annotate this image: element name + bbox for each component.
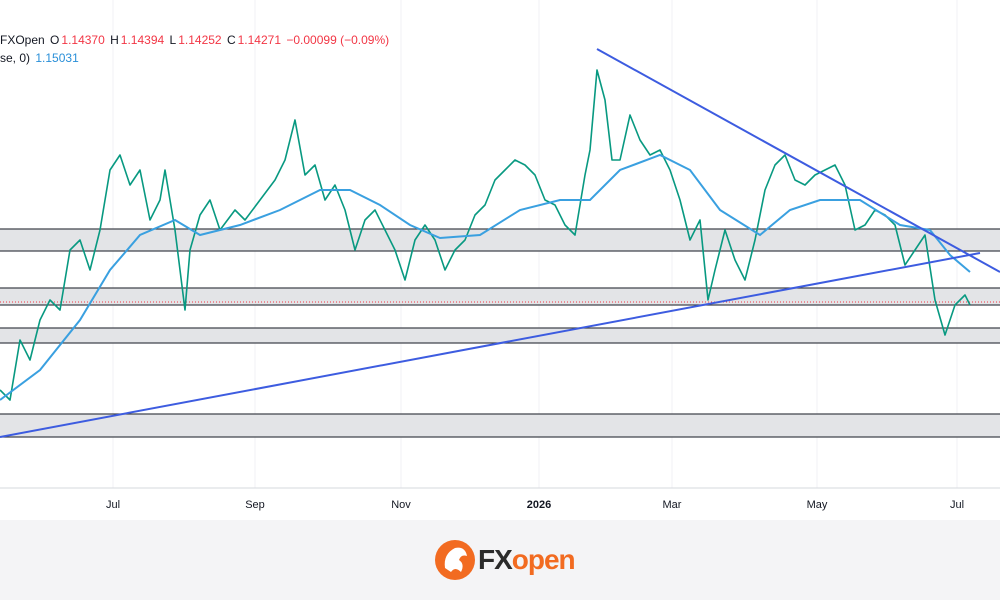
x-tick-label: Sep	[245, 499, 265, 511]
close-key: C	[226, 33, 236, 47]
change: −0.00099 (−0.09%)	[286, 33, 390, 47]
x-tick-label: Jul	[950, 499, 964, 511]
zone	[0, 413, 1000, 438]
close: 1.14271	[237, 33, 282, 47]
x-axis: Jul Sep Nov 2026 Mar May Jul	[106, 499, 964, 511]
footer	[0, 520, 1000, 600]
logo: FXopen	[430, 538, 576, 582]
x-tick-label: Nov	[391, 499, 411, 511]
logo-prefix: FX	[478, 544, 513, 575]
logo-text: FXopen	[478, 544, 576, 576]
moving-average	[0, 153, 971, 401]
legend-ma: se, 0) 1.15031	[0, 51, 81, 65]
symbol: FXOpen	[0, 33, 45, 47]
ma-label: se, 0)	[0, 51, 31, 65]
zone	[0, 327, 1000, 344]
open: 1.14370	[61, 33, 105, 47]
trendline	[0, 252, 981, 438]
low: 1.14252	[178, 33, 222, 47]
legend-ohlc: FXOpen O 1.14370 H 1.14394 L 1.14252 C 1.142…	[0, 33, 391, 47]
x-tick-label: Mar	[663, 499, 682, 511]
trendline	[596, 48, 1000, 273]
low-key: L	[169, 33, 177, 47]
zone	[0, 287, 1000, 306]
chart-area	[0, 0, 1000, 520]
open-key: O	[50, 33, 60, 47]
x-tick-label: Jul	[106, 499, 120, 511]
x-tick-label: 2026	[527, 499, 551, 511]
ma-value: 1.15031	[35, 51, 79, 65]
high: 1.14394	[120, 33, 165, 47]
high-key: H	[110, 33, 119, 47]
x-tick-label: May	[807, 499, 828, 511]
zone	[0, 228, 1000, 252]
logo-icon	[435, 540, 475, 580]
price-path	[0, 69, 971, 401]
zones	[0, 228, 1000, 438]
logo-suffix: open	[511, 544, 576, 575]
